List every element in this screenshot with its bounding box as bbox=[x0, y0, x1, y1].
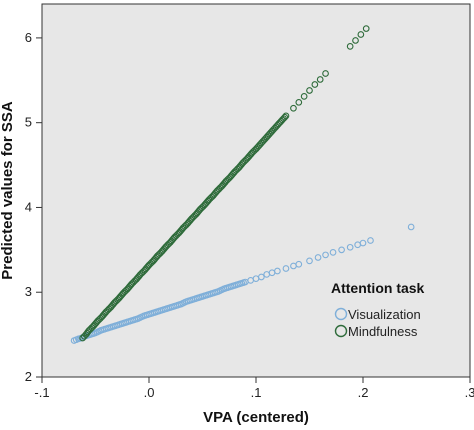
legend: Attention task Visualization Mindfulness bbox=[331, 280, 425, 339]
data-point bbox=[346, 43, 354, 50]
data-point bbox=[282, 265, 290, 272]
plot-area bbox=[41, 3, 471, 378]
x-tick-label: .0 bbox=[144, 385, 155, 400]
x-axis-title: VPA (centered) bbox=[203, 409, 309, 426]
data-point bbox=[290, 104, 297, 112]
data-points bbox=[70, 25, 415, 344]
data-point bbox=[316, 76, 324, 83]
data-point bbox=[329, 249, 337, 256]
data-point bbox=[322, 251, 329, 259]
y-axis: 2 3 4 5 6 bbox=[25, 30, 42, 384]
data-point bbox=[314, 254, 322, 261]
data-point bbox=[306, 87, 313, 94]
data-point bbox=[281, 113, 289, 121]
data-point bbox=[306, 257, 313, 265]
data-point bbox=[322, 70, 329, 77]
x-axis: -.1 .0 .1 .2 .3 bbox=[34, 377, 474, 400]
legend-marker-mindfulness bbox=[334, 324, 348, 338]
data-point bbox=[362, 25, 370, 32]
data-point bbox=[338, 246, 345, 254]
x-tick-label: .2 bbox=[358, 385, 369, 400]
data-point bbox=[407, 223, 415, 231]
legend-label-visualization: Visualization bbox=[348, 307, 421, 322]
y-tick-label: 5 bbox=[25, 115, 32, 130]
data-point bbox=[295, 98, 303, 106]
legend-label-mindfulness: Mindfulness bbox=[348, 324, 418, 339]
data-point bbox=[258, 273, 265, 281]
data-point bbox=[300, 93, 308, 100]
data-point bbox=[311, 81, 319, 88]
x-tick-label: .1 bbox=[251, 385, 262, 400]
data-point bbox=[359, 239, 367, 247]
data-point bbox=[352, 37, 359, 44]
x-tick-label: -.1 bbox=[34, 385, 49, 400]
data-point bbox=[346, 243, 354, 251]
y-tick-label: 2 bbox=[25, 369, 32, 384]
y-tick-label: 6 bbox=[25, 30, 32, 45]
y-axis-title: Predicted values for SSA bbox=[0, 101, 16, 280]
y-tick-label: 3 bbox=[25, 284, 32, 299]
legend-marker-visualization bbox=[334, 307, 348, 321]
data-point bbox=[357, 31, 365, 38]
y-tick-label: 4 bbox=[25, 199, 32, 214]
data-point bbox=[367, 237, 374, 244]
data-point bbox=[274, 267, 281, 275]
x-tick-label: .3 bbox=[465, 385, 474, 400]
legend-title: Attention task bbox=[331, 280, 425, 296]
data-point bbox=[295, 260, 303, 268]
series-mindfulness bbox=[79, 25, 370, 342]
data-point bbox=[282, 112, 290, 120]
